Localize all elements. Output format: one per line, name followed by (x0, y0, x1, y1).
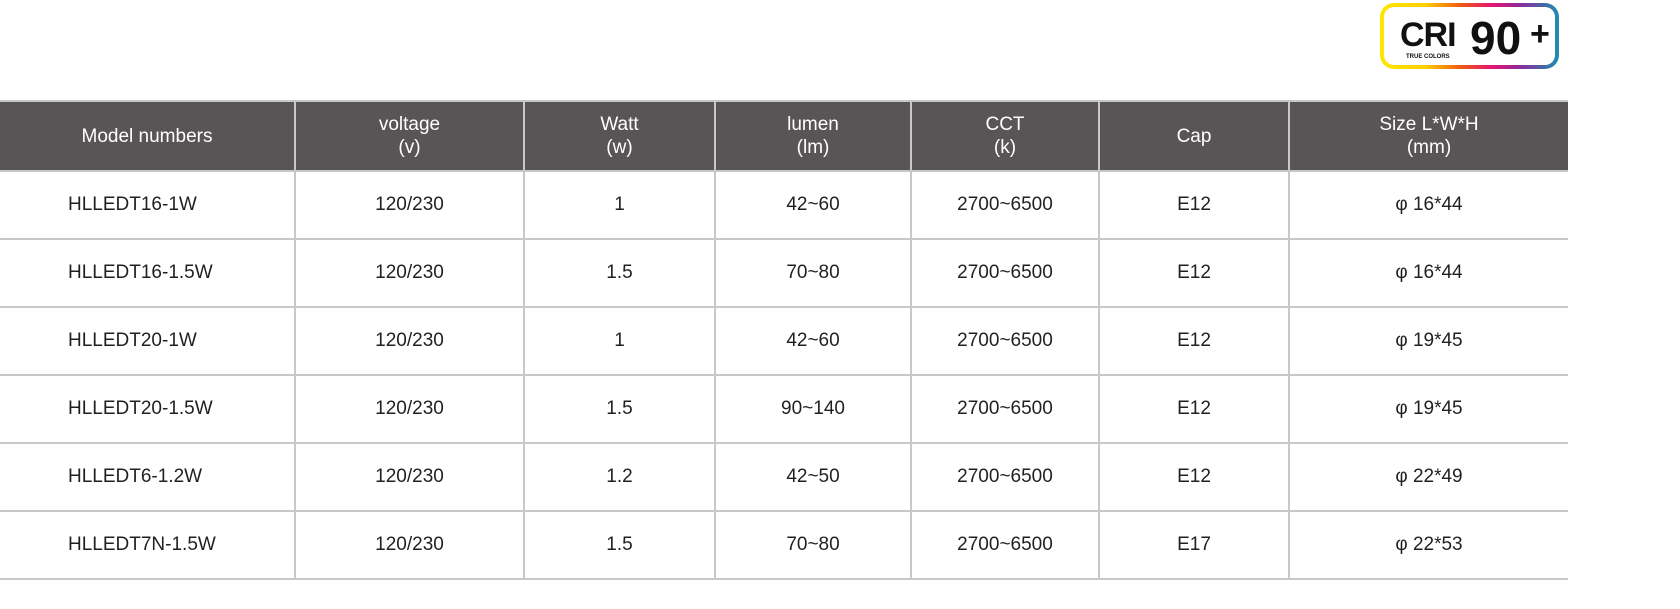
table-cell: HLLEDT20-1W (0, 307, 296, 376)
header-label: voltage (378, 114, 441, 135)
table-cell: 120/230 (294, 307, 525, 376)
header-unit: (k) (993, 137, 1017, 158)
table-cell: 2700~6500 (910, 171, 1100, 240)
cri-value: 90 (1470, 12, 1522, 64)
table-cell: 120/230 (294, 239, 525, 308)
table-cell: 1 (523, 307, 716, 376)
header-label: Model numbers (81, 125, 213, 147)
header-label: Cap (1176, 125, 1212, 147)
table-cell: 120/230 (294, 375, 525, 444)
table-cell: 70~80 (714, 511, 912, 580)
header-row: Model numbers voltage (v) Watt (w) lumen (lm) C… (0, 100, 1568, 172)
column-header: voltage (v) (294, 100, 525, 172)
table-cell: E12 (1098, 239, 1290, 308)
table-cell: 2700~6500 (910, 375, 1100, 444)
header-unit: (w) (606, 137, 633, 158)
table-row: HLLEDT16-1.5W 120/230 1.5 70~80 2700~6500 E12… (0, 239, 1568, 308)
table-cell: 1 (523, 171, 716, 240)
column-header: Model numbers (0, 100, 296, 172)
table-cell: 2700~6500 (910, 239, 1100, 308)
table-cell: HLLEDT20-1.5W (0, 375, 296, 444)
table-cell: HLLEDT7N-1.5W (0, 511, 296, 580)
table-cell: 70~80 (714, 239, 912, 308)
table-cell: 2700~6500 (910, 307, 1100, 376)
table-cell: HLLEDT6-1.2W (0, 443, 296, 512)
column-header: Size L*W*H (mm) (1288, 100, 1568, 172)
table-cell: φ 19*45 (1288, 375, 1568, 444)
header-label: Watt (600, 114, 639, 135)
table-cell: E12 (1098, 375, 1290, 444)
table-row: HLLEDT20-1W 120/230 1 42~60 2700~6500 E12 φ 19… (0, 307, 1568, 376)
header-unit: (v) (398, 137, 421, 158)
table-cell: HLLEDT16-1W (0, 171, 296, 240)
table-cell: 2700~6500 (910, 443, 1100, 512)
cri-badge: CRI TRUE COLORS 90 + (1380, 3, 1559, 69)
table-cell: φ 19*45 (1288, 307, 1568, 376)
table-row: HLLEDT7N-1.5W 120/230 1.5 70~80 2700~6500 E17… (0, 511, 1568, 580)
table-cell: 1.5 (523, 375, 716, 444)
header-label: lumen (787, 114, 839, 135)
table-cell: 42~60 (714, 171, 912, 240)
table-cell: E17 (1098, 511, 1290, 580)
header-unit: (mm) (1406, 137, 1452, 158)
table-cell: E12 (1098, 443, 1290, 512)
table-row: HLLEDT16-1W 120/230 1 42~60 2700~6500 E12 φ 16… (0, 171, 1568, 240)
column-header: Watt (w) (523, 100, 716, 172)
cri-subtitle: TRUE COLORS (1406, 54, 1450, 60)
table-cell: 1.5 (523, 239, 716, 308)
table-cell: 42~50 (714, 443, 912, 512)
table-row: HLLEDT20-1.5W 120/230 1.5 90~140 2700~6500 E1… (0, 375, 1568, 444)
table-cell: φ 22*53 (1288, 511, 1568, 580)
header-label: Size L*W*H (1379, 114, 1479, 135)
header-label: CCT (985, 114, 1025, 135)
table-cell: φ 16*44 (1288, 239, 1568, 308)
header-unit: (lm) (796, 137, 830, 158)
table-cell: HLLEDT16-1.5W (0, 239, 296, 308)
column-header: lumen (lm) (714, 100, 912, 172)
table-cell: 120/230 (294, 443, 525, 512)
table-cell: 1.5 (523, 511, 716, 580)
table-cell: φ 22*49 (1288, 443, 1568, 512)
table-cell: 120/230 (294, 171, 525, 240)
table-row: HLLEDT6-1.2W 120/230 1.2 42~50 2700~6500 E12 φ… (0, 443, 1568, 512)
spec-table: Model numbers voltage (v) Watt (w) lumen (lm) C… (0, 100, 1568, 580)
table-cell: 42~60 (714, 307, 912, 376)
column-header: CCT (k) (910, 100, 1100, 172)
table-cell: 120/230 (294, 511, 525, 580)
table-cell: 90~140 (714, 375, 912, 444)
cri-label: CRI (1400, 16, 1457, 54)
table-cell: φ 16*44 (1288, 171, 1568, 240)
table-cell: 2700~6500 (910, 511, 1100, 580)
cri-plus: + (1530, 15, 1550, 53)
table-cell: 1.2 (523, 443, 716, 512)
column-header: Cap (1098, 100, 1290, 172)
table-cell: E12 (1098, 171, 1290, 240)
table-cell: E12 (1098, 307, 1290, 376)
